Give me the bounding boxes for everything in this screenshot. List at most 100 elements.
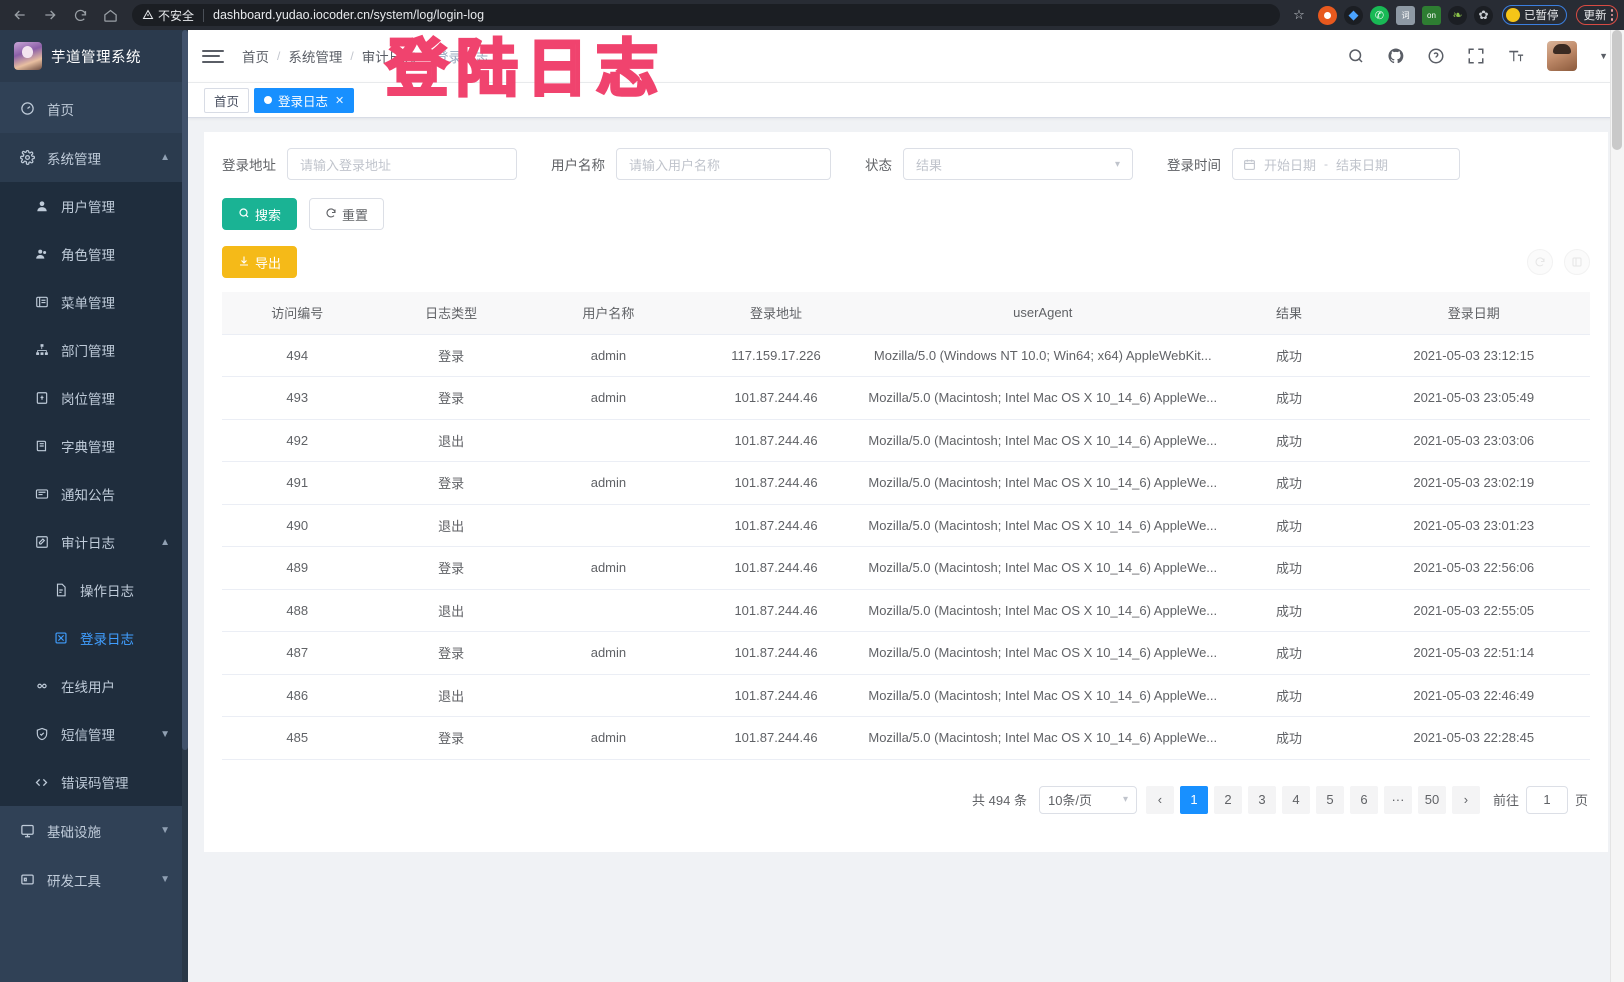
breadcrumb-item-1[interactable]: 系统管理: [288, 50, 343, 65]
fullscreen-icon[interactable]: [1467, 47, 1485, 65]
table-row[interactable]: 489 登录 admin 101.87.244.46 Mozilla/5.0 (…: [222, 546, 1590, 590]
extension-puzzle-icon[interactable]: ✿: [1474, 5, 1493, 25]
avatar[interactable]: [1547, 41, 1578, 71]
tab-login-log[interactable]: 登录日志 ✕: [254, 87, 355, 113]
column-header-access-id[interactable]: 访问编号: [222, 292, 373, 335]
page-ellipsis[interactable]: ···: [1383, 785, 1412, 814]
sidebar-item-home[interactable]: 首页: [0, 84, 188, 133]
sidebar-item-operation-log[interactable]: 操作日志: [0, 566, 188, 614]
browser-toolbar: 不安全 dashboard.yudao.iocoder.cn/system/lo…: [0, 0, 1624, 30]
sidebar-item-online-user[interactable]: 在线用户: [0, 662, 188, 710]
extension-ongoing-icon[interactable]: on: [1422, 5, 1441, 25]
table-row[interactable]: 491 登录 admin 101.87.244.46 Mozilla/5.0 (…: [222, 461, 1590, 505]
table-row[interactable]: 494 登录 admin 117.159.17.226 Mozilla/5.0 …: [222, 334, 1590, 377]
column-header-log-type[interactable]: 日志类型: [372, 292, 530, 335]
sidebar-item-audit-log[interactable]: 审计日志 ▲: [0, 518, 188, 566]
sidebar-item-user-manage[interactable]: 用户管理: [0, 182, 188, 230]
sidebar-scrollbar-track[interactable]: [182, 30, 188, 982]
reset-button[interactable]: 重置: [309, 198, 385, 230]
table-row[interactable]: 493 登录 admin 101.87.244.46 Mozilla/5.0 (…: [222, 376, 1590, 420]
table-row[interactable]: 490 退出 101.87.244.46 Mozilla/5.0 (Macint…: [222, 504, 1590, 547]
refresh-icon: [325, 207, 337, 222]
table-toolbar: 导出: [222, 246, 1590, 278]
breadcrumb-item-2[interactable]: 审计日志: [361, 50, 416, 65]
sidebar-item-error-code[interactable]: 错误码管理: [0, 758, 188, 806]
close-icon[interactable]: ✕: [335, 94, 345, 107]
help-icon[interactable]: [1427, 47, 1445, 65]
table-row[interactable]: 486 退出 101.87.244.46 Mozilla/5.0 (Macint…: [222, 674, 1590, 717]
font-size-icon[interactable]: [1507, 47, 1525, 65]
chevron-down-icon[interactable]: ▼: [1599, 51, 1608, 61]
prev-page-button[interactable]: ‹: [1145, 785, 1174, 814]
sidebar-scrollbar-thumb[interactable]: [182, 30, 188, 750]
page-button-4[interactable]: 4: [1281, 785, 1310, 814]
security-warning: 不安全: [142, 7, 194, 24]
sidebar-logo[interactable]: 芋道管理系统: [0, 30, 188, 82]
reload-icon[interactable]: [66, 2, 94, 28]
address-bar[interactable]: 不安全 dashboard.yudao.iocoder.cn/system/lo…: [132, 4, 1280, 26]
page-button-1[interactable]: 1: [1179, 785, 1208, 814]
extension-wechat-icon[interactable]: ✆: [1370, 5, 1389, 25]
paused-pill[interactable]: 已暂停: [1502, 5, 1567, 25]
status-select[interactable]: 结果 ▾: [903, 148, 1133, 180]
goto-input[interactable]: 1: [1525, 785, 1568, 814]
login-address-input[interactable]: 请输入登录地址: [287, 148, 517, 180]
extension-ubuntu-icon[interactable]: [1318, 5, 1337, 25]
table-row[interactable]: 485 登录 admin 101.87.244.46 Mozilla/5.0 (…: [222, 716, 1590, 760]
page-button-50[interactable]: 50: [1417, 785, 1446, 814]
star-icon[interactable]: ☆: [1293, 7, 1305, 22]
column-header-login-addr[interactable]: 登录地址: [687, 292, 865, 335]
sidebar-item-menu-manage[interactable]: 菜单管理: [0, 278, 188, 326]
sidebar-item-dept-manage[interactable]: 部门管理: [0, 326, 188, 374]
cell-access-id: 491: [222, 461, 373, 505]
page-scrollbar[interactable]: [1610, 0, 1624, 982]
page-button-2[interactable]: 2: [1213, 785, 1242, 814]
edit-log-icon: [33, 535, 50, 549]
table-row[interactable]: 488 退出 101.87.244.46 Mozilla/5.0 (Macint…: [222, 589, 1590, 632]
table-row[interactable]: 487 登录 admin 101.87.244.46 Mozilla/5.0 (…: [222, 631, 1590, 675]
columns-settings-icon[interactable]: [1564, 249, 1590, 275]
sidebar-item-notice[interactable]: 通知公告: [0, 470, 188, 518]
page-scrollbar-thumb[interactable]: [1612, 30, 1622, 150]
page-button-6[interactable]: 6: [1349, 785, 1378, 814]
sidebar-item-system[interactable]: 系统管理 ▲: [0, 133, 188, 182]
export-button[interactable]: 导出: [222, 246, 298, 278]
sidebar-item-infrastructure[interactable]: 基础设施 ▼: [0, 806, 188, 855]
sidebar-item-dict-manage[interactable]: 字典管理: [0, 422, 188, 470]
search-icon[interactable]: [1347, 47, 1365, 65]
column-header-result[interactable]: 结果: [1220, 292, 1358, 335]
sidebar-item-post-manage[interactable]: 岗位管理: [0, 374, 188, 422]
page-size-select[interactable]: 10条/页 ▾: [1038, 785, 1137, 814]
home-icon[interactable]: [96, 2, 124, 28]
cell-login-addr: 101.87.244.46: [687, 589, 865, 632]
table-row[interactable]: 492 退出 101.87.244.46 Mozilla/5.0 (Macint…: [222, 419, 1590, 462]
update-pill[interactable]: 更新: [1575, 5, 1618, 25]
sidebar-item-sms-manage[interactable]: 短信管理 ▼: [0, 710, 188, 758]
tab-home[interactable]: 首页: [204, 87, 250, 113]
column-header-login-date[interactable]: 登录日期: [1357, 292, 1590, 335]
sidebar-item-label: 菜单管理: [61, 296, 115, 311]
hamburger-icon[interactable]: [202, 49, 224, 63]
vertical-dots-icon[interactable]: [1610, 9, 1613, 21]
column-header-user-agent[interactable]: userAgent: [864, 292, 1221, 335]
user-name-input[interactable]: 请输入用户名称: [616, 148, 831, 180]
search-button[interactable]: 搜索: [222, 198, 298, 230]
column-header-user-name[interactable]: 用户名称: [529, 292, 688, 335]
github-icon[interactable]: [1387, 47, 1405, 65]
button-label: 搜索: [255, 207, 282, 223]
next-page-button[interactable]: ›: [1451, 785, 1480, 814]
breadcrumb-item-0[interactable]: 首页: [242, 50, 269, 65]
extension-diamond-icon[interactable]: ◆: [1344, 5, 1363, 25]
page-button-3[interactable]: 3: [1247, 785, 1276, 814]
sidebar-item-login-log[interactable]: 登录日志: [0, 614, 188, 662]
sidebar-item-role-manage[interactable]: 角色管理: [0, 230, 188, 278]
extension-dictionary-icon[interactable]: 词: [1396, 5, 1415, 25]
sidebar-item-dev-tools[interactable]: 研发工具 ▼: [0, 855, 188, 904]
extension-leaf-icon[interactable]: ❧: [1448, 5, 1467, 25]
login-time-range-picker[interactable]: 开始日期 - 结束日期: [1232, 148, 1460, 180]
refresh-round-icon[interactable]: [1527, 249, 1553, 275]
page-jumper: 前往 1 页: [1493, 785, 1588, 814]
back-arrow-icon[interactable]: [6, 2, 34, 28]
forward-arrow-icon[interactable]: [36, 2, 64, 28]
page-button-5[interactable]: 5: [1315, 785, 1344, 814]
